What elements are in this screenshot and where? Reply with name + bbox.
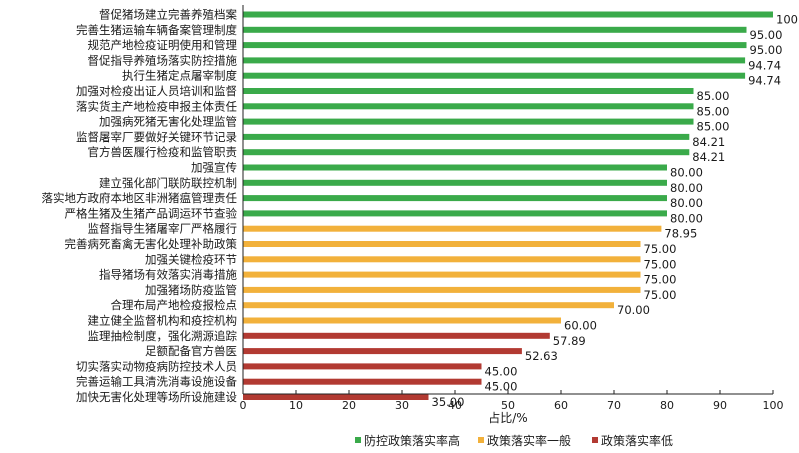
x-tick-label: 40 [448,399,462,412]
bar [243,271,641,278]
category-label: 加快无害化处理等场所设施建设 [76,390,237,404]
x-tick-label: 80 [660,399,674,412]
value-label: 60.00 [564,319,597,333]
bar [243,164,667,171]
bar [243,256,641,263]
category-label: 官方兽医履行检疫和监管职责 [88,145,238,159]
x-tick-label: 50 [501,399,515,412]
bar [243,149,690,156]
value-label: 75.00 [644,273,677,287]
value-label: 94.74 [748,74,781,88]
category-label: 完善运输工具清洗消毒设施设备 [76,375,237,389]
bar [243,26,747,33]
legend-swatch [478,437,484,443]
category-label: 切实落实动物疫病防控技术人员 [76,359,237,373]
category-label: 督促指导养殖场落实防控措施 [88,53,238,67]
x-tick-label: 70 [607,399,621,412]
bar [243,363,482,370]
value-label: 80.00 [670,181,703,195]
bar [243,133,690,140]
value-label: 84.21 [692,135,725,149]
category-label: 规范产地检疫证明使用和管理 [88,38,238,52]
value-label: 75.00 [644,288,677,302]
value-label: 75.00 [644,257,677,271]
value-label: 78.95 [664,227,697,241]
legend-label: 防控政策落实率高 [364,433,460,448]
category-label: 加强猪场防疫监管 [145,283,237,297]
bar [243,57,746,64]
bar [243,286,641,293]
bar [243,348,522,355]
value-label: 80.00 [670,211,703,225]
x-tick-label: 0 [240,399,247,412]
bar [243,241,641,247]
x-tick-label: 60 [554,399,568,412]
category-label: 加强对检疫出证人员培训和监督 [76,84,237,98]
category-label: 合理布局产地检疫报检点 [111,298,238,312]
category-label: 督促猪场建立完善养殖档案 [99,8,237,22]
bar [243,118,694,125]
value-label: 85.00 [697,89,730,103]
category-label: 监督指导生猪屠宰厂严格履行 [88,222,238,236]
category-label: 严格生猪及生猪产品调运环节查验 [65,206,238,220]
value-label: 35.00 [432,395,465,409]
bar [243,11,773,18]
value-label: 75.00 [644,242,677,256]
legend-label: 政策落实率低 [601,433,673,448]
category-label: 加强宣传 [191,161,237,175]
bar [243,317,561,324]
x-tick-label: 100 [763,399,784,412]
bar [243,179,667,186]
value-label: 52.63 [525,349,558,363]
legend-swatch [355,437,361,443]
category-label: 加强关键检疫环节 [145,252,237,266]
category-label: 完善生猪运输车辆备案管理制度 [76,23,237,37]
category-label: 建立强化部门联防联控机制 [99,176,237,190]
legend-swatch [592,437,598,443]
category-label: 加强病死猪无害化处理监管 [99,115,237,129]
value-label: 100 [776,13,798,27]
value-label: 85.00 [697,104,730,118]
value-label: 95.00 [750,43,783,57]
category-label: 监督屠宰厂要做好关键环节记录 [76,130,237,144]
category-label: 指导猪场有效落实消毒措施 [99,268,237,282]
x-tick-label: 30 [395,399,409,412]
bar [243,42,747,49]
category-label: 足额配备官方兽医 [145,344,237,358]
value-label: 80.00 [670,166,703,180]
bar [243,302,614,309]
x-tick-label: 10 [289,399,303,412]
bar [243,210,667,217]
value-label: 45.00 [485,364,518,378]
x-axis-title: 占比/% [488,410,527,425]
value-label: 84.21 [692,150,725,164]
value-label: 94.74 [748,58,781,72]
legend-label: 政策落实率一般 [487,433,571,448]
value-label: 80.00 [670,196,703,210]
category-label: 建立健全监督机构和疫控机构 [88,314,238,328]
bar [243,332,550,339]
value-label: 57.89 [553,334,586,348]
bar [243,103,694,110]
value-label: 95.00 [750,28,783,42]
x-tick-label: 90 [713,399,727,412]
category-label: 落实货主产地检疫申报主体责任 [76,99,237,113]
bar [243,225,662,232]
x-tick-label: 20 [342,399,356,412]
bar [243,72,746,79]
category-label: 监理抽检制度，强化溯源追踪 [88,329,238,343]
value-label: 85.00 [697,120,730,134]
category-label: 执行生猪定点屠宰制度 [122,69,237,83]
bar [243,394,429,400]
value-label: 70.00 [617,303,650,317]
category-label: 落实地方政府本地区非洲猪瘟管理责任 [42,191,238,205]
bar [243,195,667,202]
bar [243,378,482,385]
value-label: 45.00 [485,380,518,394]
bar [243,88,694,94]
category-label: 完善病死畜禽无害化处理补助政策 [65,237,238,251]
